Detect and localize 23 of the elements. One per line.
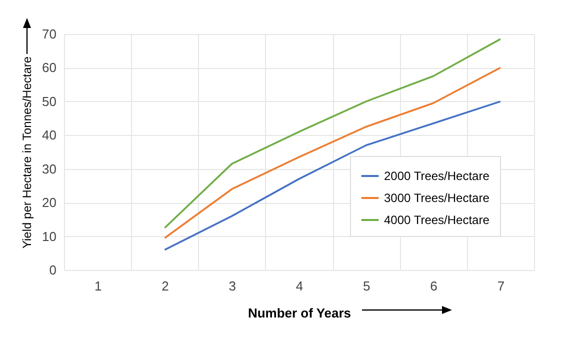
legend-label: 2000 Trees/Hectare — [384, 169, 490, 183]
x-tick-label: 1 — [94, 278, 102, 294]
legend-label: 3000 Trees/Hectare — [384, 191, 490, 205]
x-tick-label: 6 — [430, 278, 438, 294]
x-axis-title: Number of Years — [248, 306, 352, 320]
line-series — [164, 38, 502, 229]
y-tick-label: 10 — [42, 228, 56, 244]
x-tick-label: 4 — [296, 278, 304, 294]
line-series — [164, 100, 502, 251]
y-tick-label: 30 — [42, 161, 56, 176]
x-tick-label: 7 — [497, 278, 505, 294]
y-tick-label: 50 — [42, 94, 56, 109]
y-tick-label: 20 — [42, 195, 56, 210]
y-tick-label: 40 — [42, 128, 56, 143]
line-series — [164, 66, 502, 239]
y-axis-title: Yield per Hectare in Tonnes/Hectare — [20, 56, 34, 249]
y-tick-label: 70 — [42, 26, 56, 42]
x-tick-label: 2 — [162, 278, 169, 294]
x-tick-label: 5 — [363, 278, 370, 294]
y-tick-label: 0 — [49, 262, 56, 278]
x-tick-label: 3 — [228, 278, 236, 294]
legend-label: 4000 Trees/Hectare — [384, 213, 490, 227]
y-tick-label: 60 — [42, 60, 56, 76]
